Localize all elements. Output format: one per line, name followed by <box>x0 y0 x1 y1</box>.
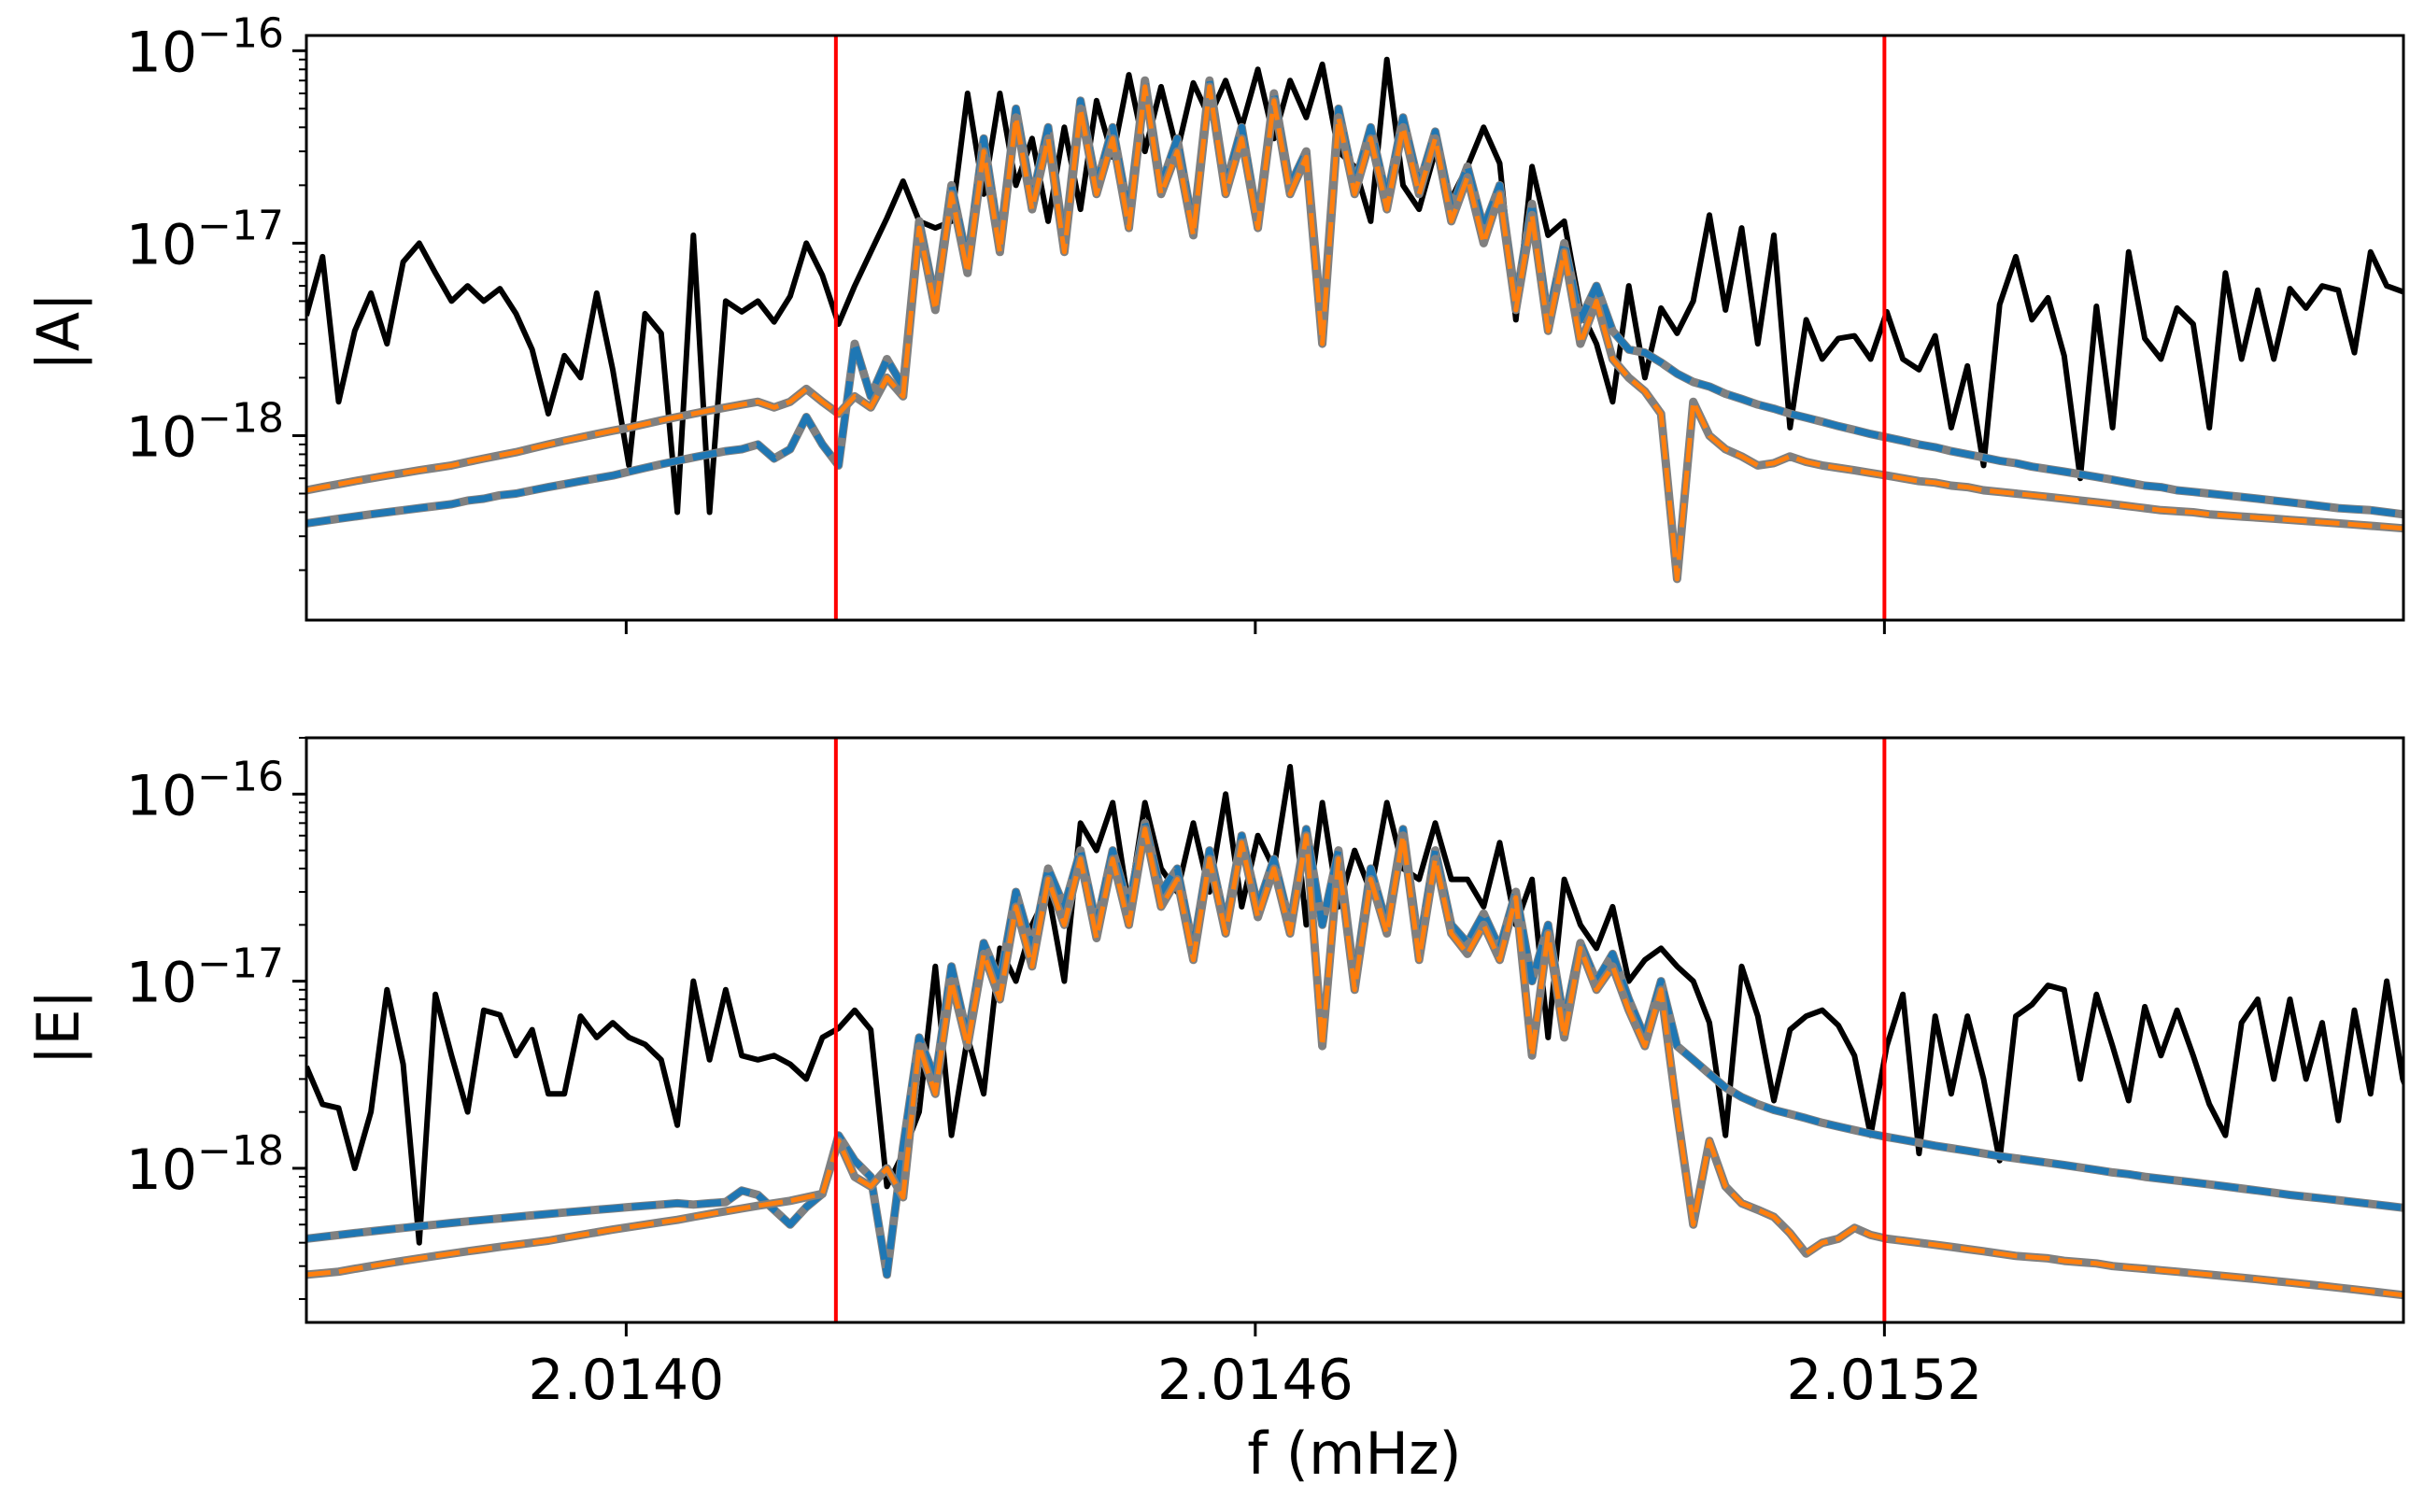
y-tick-label: 10−18 <box>126 394 284 470</box>
x-tick-label: 2.0146 <box>1157 1348 1354 1413</box>
x-ticks-E: 2.0140 2.0146 2.0152 <box>528 1322 1982 1413</box>
y-axis-label-E: |E| <box>24 990 93 1066</box>
series-line-model-1 <box>306 819 2403 1279</box>
y-tick-exponent: −16 <box>197 9 284 57</box>
plot-area-A <box>306 35 2403 620</box>
y-tick-exponent: −18 <box>197 1127 284 1175</box>
y-tick-label: 10−17 <box>126 940 284 1016</box>
y-tick-base: 10 <box>126 951 197 1016</box>
y-tick-base: 10 <box>126 20 197 85</box>
y-tick-exponent: −16 <box>197 753 284 800</box>
y-axis-label-A: |A| <box>24 292 93 371</box>
series-line-model-2 <box>306 827 2403 1298</box>
y-tick-base: 10 <box>126 1138 197 1203</box>
series-line-data <box>306 764 2403 1246</box>
x-tick-label: 2.0152 <box>1786 1348 1982 1413</box>
y-tick-label: 10−17 <box>126 202 284 277</box>
y-tick-label: 10−16 <box>126 9 284 85</box>
x-axis-label: f (mHz) <box>1247 1420 1461 1488</box>
y-tick-base: 10 <box>126 404 197 470</box>
plot-area-E <box>306 738 2403 1322</box>
x-ticks-A <box>624 620 1886 634</box>
y-tick-exponent: −18 <box>197 394 284 442</box>
series-line-model-2 <box>306 84 2403 582</box>
y-tick-exponent: −17 <box>197 202 284 249</box>
y-tick-exponent: −17 <box>197 940 284 988</box>
y-tick-label: 10−18 <box>126 1127 284 1203</box>
y-tick-base: 10 <box>126 763 197 828</box>
axes-frame-A <box>305 34 2405 622</box>
axes-frame-E <box>305 736 2405 1324</box>
y-tick-label: 10−16 <box>126 753 284 828</box>
y-tick-base: 10 <box>126 212 197 277</box>
x-tick-label: 2.0140 <box>528 1348 724 1413</box>
